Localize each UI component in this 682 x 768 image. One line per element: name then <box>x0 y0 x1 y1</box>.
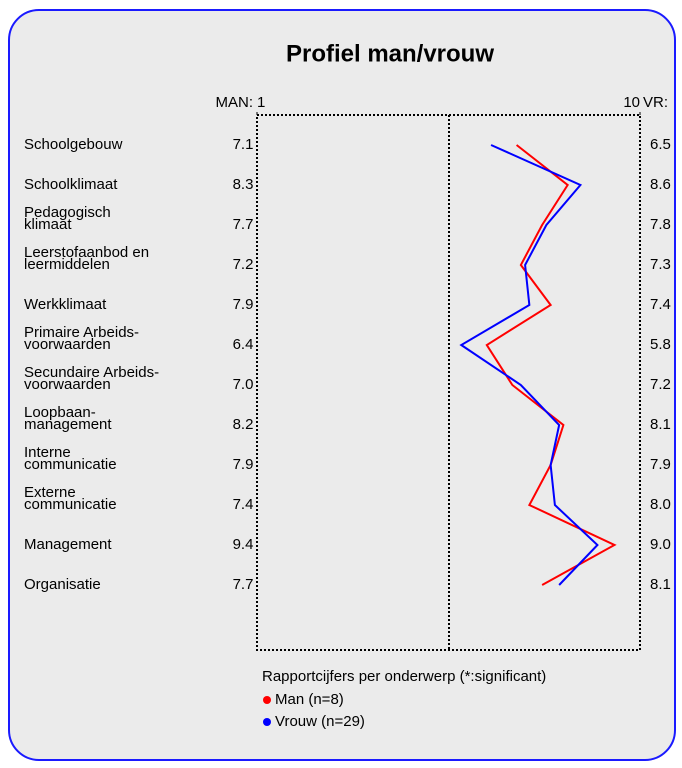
category-label: communicatie <box>24 496 117 513</box>
x-tick-label: 1 <box>257 94 265 111</box>
value-label: 9.0 <box>650 536 671 553</box>
value-label: 7.2 <box>233 256 254 273</box>
value-label: 5.8 <box>650 336 671 353</box>
value-label: 7.4 <box>233 496 254 513</box>
series-line <box>485 144 617 586</box>
category-label: Schoolklimaat <box>24 176 118 193</box>
legend-title: Rapportcijfers per onderwerp (*:signific… <box>262 668 546 685</box>
value-label: 8.1 <box>650 416 671 433</box>
category-label: Pedagogisch <box>24 204 111 221</box>
value-label: 7.4 <box>650 296 671 313</box>
value-label: 7.7 <box>233 576 254 593</box>
value-label: 8.1 <box>650 576 671 593</box>
category-label: leermiddelen <box>24 256 110 273</box>
value-label: 7.0 <box>233 376 254 393</box>
value-label: 7.9 <box>233 456 254 473</box>
legend-marker <box>263 718 271 726</box>
frame <box>8 9 676 761</box>
value-label: 7.7 <box>233 216 254 233</box>
x-tick-label: 10 <box>623 94 640 111</box>
category-label: Leerstofaanbod en <box>24 244 149 261</box>
category-label: Externe <box>24 484 76 501</box>
category-label: Management <box>24 536 112 553</box>
category-label: Primaire Arbeids- <box>24 324 139 341</box>
plot-box <box>256 114 641 651</box>
category-label: klimaat <box>24 216 72 233</box>
value-label: 7.3 <box>650 256 671 273</box>
value-label: 7.1 <box>233 136 254 153</box>
value-label: 8.6 <box>650 176 671 193</box>
left-label: MAN: <box>216 94 254 111</box>
legend-label: Vrouw (n=29) <box>275 713 365 730</box>
value-label: 7.2 <box>650 376 671 393</box>
category-label: Loopbaan- <box>24 404 96 421</box>
value-label: 8.3 <box>233 176 254 193</box>
legend-label: Man (n=8) <box>275 691 344 708</box>
category-label: voorwaarden <box>24 376 111 393</box>
legend-marker <box>263 696 271 704</box>
value-label: 7.9 <box>650 456 671 473</box>
category-label: Schoolgebouw <box>24 136 123 153</box>
value-label: 8.2 <box>233 416 254 433</box>
chart-title: Profiel man/vrouw <box>286 40 494 67</box>
value-label: 7.9 <box>233 296 254 313</box>
category-label: Secundaire Arbeids- <box>24 364 159 381</box>
category-label: management <box>24 416 112 433</box>
series-line <box>459 144 599 586</box>
category-label: Werkklimaat <box>24 296 107 313</box>
category-label: communicatie <box>24 456 117 473</box>
category-label: voorwaarden <box>24 336 111 353</box>
right-label: VR: <box>643 94 668 111</box>
value-label: 6.5 <box>650 136 671 153</box>
value-label: 6.4 <box>233 336 254 353</box>
value-label: 9.4 <box>233 536 254 553</box>
category-label: Interne <box>24 444 71 461</box>
value-label: 7.8 <box>650 216 671 233</box>
value-label: 8.0 <box>650 496 671 513</box>
category-label: Organisatie <box>24 576 101 593</box>
